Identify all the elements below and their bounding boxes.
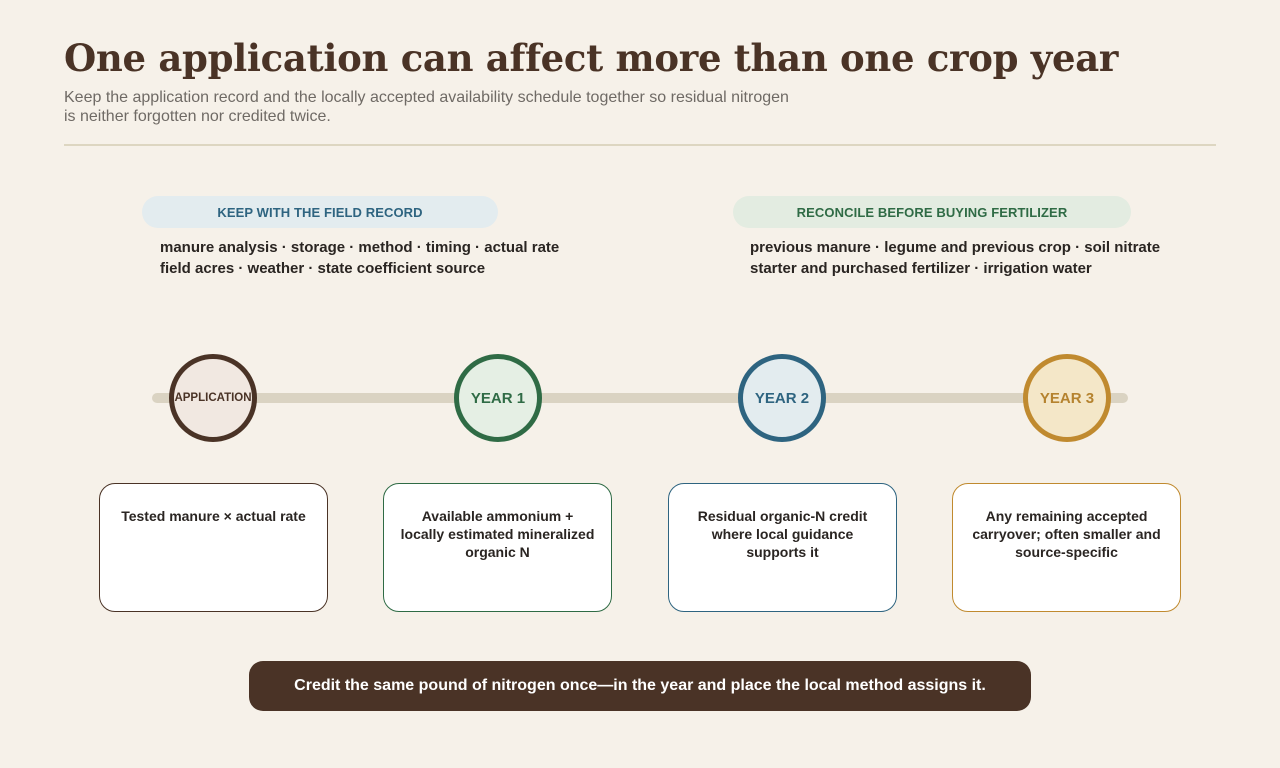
page-title: One application can affect more than one… [64,36,1119,80]
page-subtitle: Keep the application record and the loca… [64,88,794,126]
reconcile-line: starter and purchased fertilizer · irrig… [750,260,1092,277]
application-node: APPLICATION [169,354,257,442]
reconcile-line: previous manure · legume and previous cr… [750,239,1161,256]
subtitle-line: is neither forgotten nor credited twice. [64,108,331,125]
reconcile-items: previous manure · legume and previous cr… [750,237,1160,279]
year-3-node: YEAR 3 [1023,354,1111,442]
year-1-node: YEAR 1 [454,354,542,442]
application-card: Tested manure × actual rate [99,483,328,612]
year-3-card: Any remaining accepted carryover; often … [952,483,1181,612]
reconcile-label: RECONCILE BEFORE BUYING FERTILIZER [733,196,1131,228]
year-1-card: Available ammonium + locally estimated m… [383,483,612,612]
field-record-line: field acres · weather · state coefficien… [160,260,486,277]
header-divider [64,144,1216,146]
timeline-track [152,393,1128,403]
field-record-label: KEEP WITH THE FIELD RECORD [142,196,498,228]
year-2-card: Residual organic-N credit where local gu… [668,483,897,612]
field-record-items: manure analysis · storage · method · tim… [160,237,559,279]
field-record-line: manure analysis · storage · method · tim… [160,239,560,256]
year-2-node: YEAR 2 [738,354,826,442]
subtitle-line: Keep the application record and the loca… [64,89,789,106]
summary-banner: Credit the same pound of nitrogen once—i… [249,661,1031,711]
